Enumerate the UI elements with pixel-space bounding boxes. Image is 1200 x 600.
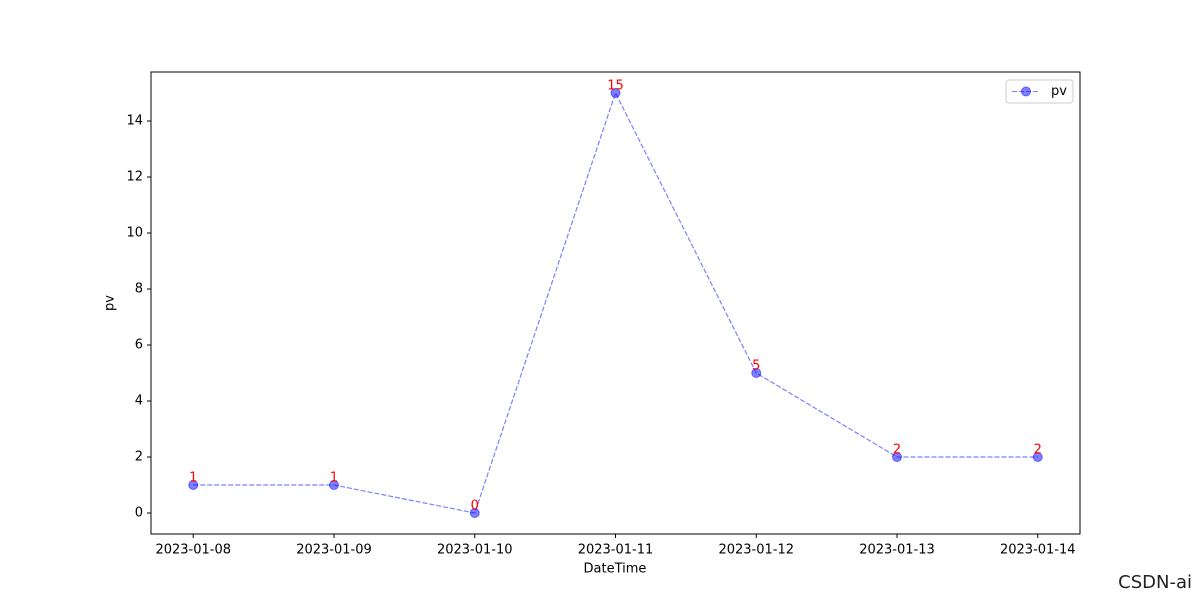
data-label: 1 <box>189 471 197 486</box>
point <box>188 480 199 490</box>
point <box>328 480 339 490</box>
legend-box <box>1005 79 1074 104</box>
point <box>610 88 621 98</box>
x-tick-label: 2023-01-08 <box>155 543 231 558</box>
y-tick-label: 4 <box>135 394 143 409</box>
y-tick-label: 0 <box>135 506 143 521</box>
point <box>751 368 762 378</box>
y-tick-label: 8 <box>135 282 143 297</box>
legend-label: pv <box>1051 84 1067 99</box>
x-tick-label: 2023-01-14 <box>1000 543 1076 558</box>
x-axis-label: DateTime <box>584 562 647 577</box>
data-label: 15 <box>607 79 624 94</box>
series-line <box>193 91 1038 514</box>
legend-marker <box>1021 86 1031 97</box>
x-tick-label: 2023-01-09 <box>296 543 372 558</box>
point <box>469 508 480 518</box>
point <box>892 452 903 462</box>
data-label: 0 <box>471 499 479 514</box>
y-tick-label: 10 <box>126 226 143 241</box>
point <box>1032 452 1043 462</box>
y-tick-label: 2 <box>135 450 143 465</box>
data-label: 5 <box>752 359 760 374</box>
y-tick-label: 12 <box>126 170 143 185</box>
y-axis-label: pv <box>103 295 118 311</box>
watermark: CSDN-ai <box>1118 572 1192 593</box>
y-tick-label: 14 <box>126 114 143 129</box>
x-tick-label: 2023-01-10 <box>437 543 513 558</box>
plot-area <box>150 71 1081 535</box>
x-tick-label: 2023-01-12 <box>718 543 794 558</box>
x-tick-label: 2023-01-13 <box>859 543 935 558</box>
data-label: 2 <box>1034 443 1042 458</box>
x-tick-label: 2023-01-11 <box>578 543 654 558</box>
data-label: 1 <box>330 471 338 486</box>
data-label: 2 <box>893 443 901 458</box>
y-tick-label: 6 <box>135 338 143 353</box>
